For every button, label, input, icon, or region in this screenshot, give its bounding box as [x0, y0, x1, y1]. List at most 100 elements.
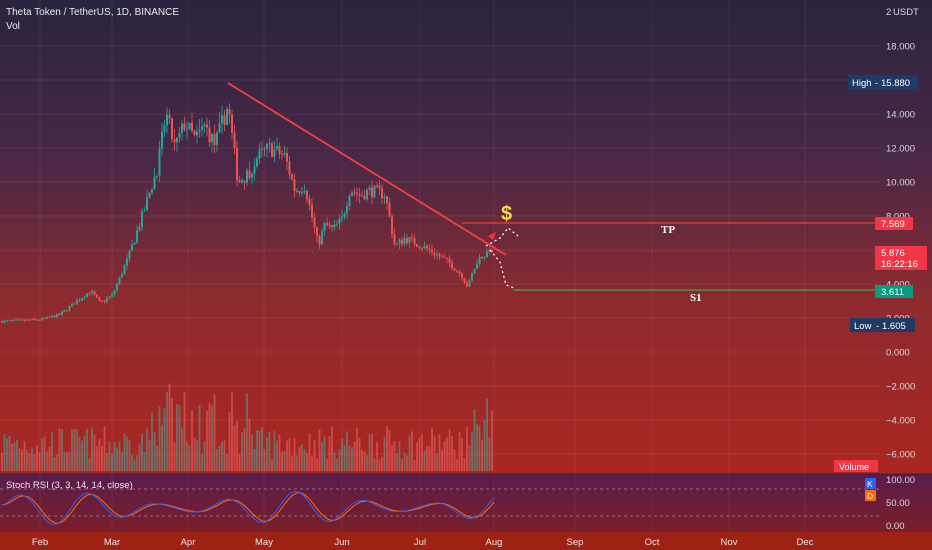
candle-body	[311, 204, 313, 218]
volume-bar	[288, 438, 291, 471]
volume-bar	[398, 441, 401, 471]
candle-body	[341, 216, 343, 219]
volume-bar	[161, 424, 163, 471]
volume-bar	[248, 418, 251, 471]
candle-body	[381, 188, 383, 199]
volume-bar	[483, 420, 486, 471]
volume-bar	[261, 427, 263, 471]
stoch-rsi-title[interactable]: Stoch RSI (3, 3, 14, 14, close)	[6, 480, 133, 491]
volume-bar	[66, 451, 68, 471]
volume-bar	[158, 406, 161, 471]
volume-bar	[106, 453, 108, 471]
candle-body	[428, 248, 431, 250]
candle-body	[468, 280, 471, 287]
oscillator-background	[0, 474, 932, 532]
candle-body	[278, 146, 281, 155]
candle-body	[358, 194, 361, 196]
volume-bar	[206, 410, 208, 471]
candle-body	[96, 294, 98, 298]
volume-bar	[456, 459, 458, 471]
volume-bar	[116, 447, 118, 471]
volume-bar	[293, 438, 296, 471]
candle-body	[361, 195, 363, 197]
candle-body	[18, 319, 21, 321]
volume-badge: Volume	[834, 460, 878, 472]
candle-body	[153, 176, 156, 190]
volume-bar	[491, 410, 493, 471]
s1-label[interactable]: S1	[690, 292, 702, 304]
candle-body	[276, 146, 278, 150]
candle-body	[91, 291, 93, 293]
svg-text:50.00: 50.00	[886, 498, 910, 509]
volume-bar	[98, 438, 101, 471]
volume-bar	[266, 437, 268, 471]
volume-bar	[243, 428, 246, 471]
candle-body	[416, 244, 418, 247]
svg-text:0.00: 0.00	[886, 521, 905, 532]
candle-body	[141, 211, 143, 228]
volume-bar	[43, 436, 46, 471]
volume-bar	[353, 441, 356, 471]
low-price-tag: Low - 1.605	[850, 318, 915, 332]
volume-bar	[273, 430, 276, 471]
candle-body	[441, 256, 443, 258]
candle-body	[451, 262, 453, 269]
candle-body	[143, 210, 146, 212]
volume-bar	[411, 431, 413, 471]
candle-body	[313, 217, 316, 228]
candle-body	[411, 237, 413, 239]
candle-body	[186, 128, 188, 130]
candle-body	[343, 213, 346, 217]
volume-bar	[28, 453, 31, 471]
volume-bar	[178, 404, 181, 471]
volume-bar	[341, 438, 343, 471]
k-legend-badge: K	[865, 478, 876, 489]
candlesticks[interactable]	[1, 103, 493, 324]
volume-bar	[31, 448, 33, 471]
volume-bar	[53, 457, 56, 471]
candle-body	[256, 158, 258, 167]
candle-body	[223, 115, 226, 125]
candle-body	[296, 190, 298, 192]
svg-text:Low: Low	[854, 321, 872, 332]
descending-trendline[interactable]	[227, 82, 507, 256]
volume-bar	[378, 459, 381, 471]
candle-body	[81, 298, 83, 301]
volume-bar	[223, 440, 226, 471]
symbol-title[interactable]: Theta Token / TetherUS, 1D, BINANCE	[6, 7, 179, 18]
time-axis[interactable]: Feb Mar Apr May Jun Jul Aug Sep Oct Nov Dec	[32, 537, 814, 548]
candle-body	[376, 185, 378, 187]
candle-body	[481, 256, 483, 258]
volume-bar	[268, 431, 271, 471]
volume-bar	[123, 433, 126, 471]
candle-body	[68, 306, 71, 311]
oscillator-axis[interactable]: 100.00 50.00 0.00	[886, 475, 915, 532]
candle-body	[151, 189, 153, 193]
volume-bars	[1, 383, 493, 471]
candle-body	[301, 192, 303, 194]
volume-bar	[171, 398, 173, 471]
volume-bar	[1, 452, 3, 471]
time-tick-label: Aug	[486, 537, 503, 548]
volume-bar	[208, 403, 211, 471]
volume-bar	[253, 449, 256, 471]
candle-body	[406, 238, 408, 243]
candle-body	[491, 249, 493, 253]
candle-body	[321, 231, 323, 245]
volume-bar	[388, 429, 391, 471]
candle-body	[123, 265, 126, 275]
volume-bar	[306, 453, 308, 471]
volume-bar	[111, 453, 113, 471]
volume-bar	[91, 427, 93, 471]
volume-bar	[328, 436, 331, 471]
volume-bar	[46, 451, 48, 471]
volume-indicator-label[interactable]: Vol	[6, 21, 20, 32]
candle-body	[308, 199, 311, 205]
time-tick-label: Nov	[721, 537, 738, 548]
dollar-annotation[interactable]: $	[501, 203, 512, 225]
candle-body	[408, 237, 411, 243]
volume-bar	[431, 428, 433, 471]
candle-body	[158, 148, 161, 176]
tp-label[interactable]: TP	[661, 224, 675, 236]
